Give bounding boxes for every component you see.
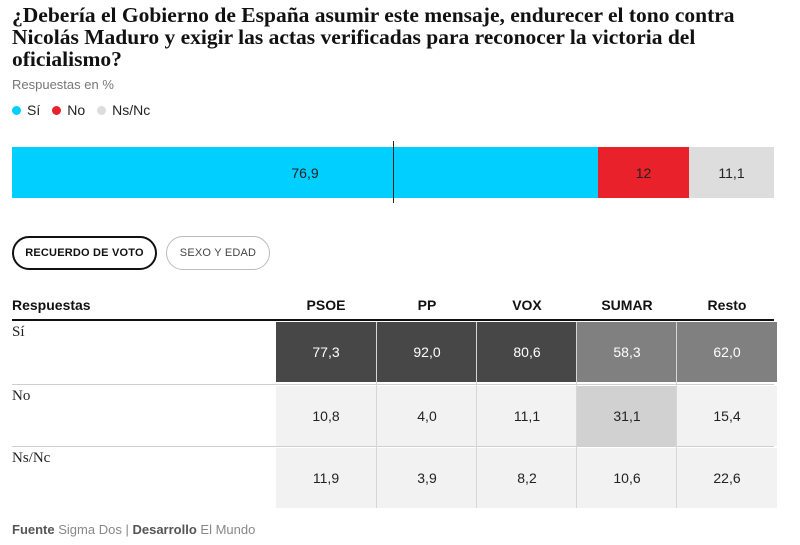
cell-si-sumar: 58,3 xyxy=(577,322,677,382)
cell-si-pp: 92,0 xyxy=(377,322,477,382)
cell-nsnc-pp: 3,9 xyxy=(377,448,477,508)
legend-dot-nsnc xyxy=(97,105,107,115)
bar-segment-no: 12 xyxy=(598,147,689,198)
header-psoe: PSOE xyxy=(306,297,346,313)
footer-separator: | xyxy=(125,522,129,537)
column-separator xyxy=(576,322,577,508)
cell-nsnc-resto: 22,6 xyxy=(677,448,777,508)
legend: Sí No Ns/Nc xyxy=(12,102,162,118)
cell-nsnc-sumar: 10,6 xyxy=(577,448,677,508)
legend-dot-no xyxy=(52,105,62,115)
chart-title: ¿Debería el Gobierno de España asumir es… xyxy=(12,3,735,71)
column-separator xyxy=(476,322,477,508)
header-vox: VOX xyxy=(512,297,542,313)
cell-no-vox: 11,1 xyxy=(477,386,577,446)
legend-dot-si xyxy=(12,105,21,115)
tab-recuerdo-de-voto[interactable]: RECUERDO DE VOTO xyxy=(12,236,157,270)
header-resto: Resto xyxy=(707,297,747,313)
footer-source-label: Fuente xyxy=(12,522,55,537)
cell-no-pp: 4,0 xyxy=(377,386,477,446)
legend-label-nsnc: Ns/Nc xyxy=(112,102,151,118)
row-label-nsnc: Ns/Nc xyxy=(12,450,51,466)
cell-nsnc-psoe: 11,9 xyxy=(276,448,376,508)
table-header-divider xyxy=(12,319,774,321)
row-separator xyxy=(12,384,774,385)
footer-dev-label: Desarrollo xyxy=(132,522,197,537)
footer-source: Sigma Dos xyxy=(58,522,122,537)
column-separator xyxy=(676,322,677,508)
legend-label-si: Sí xyxy=(27,102,41,118)
tab-sexo-y-edad[interactable]: SEXO Y EDAD xyxy=(166,236,270,270)
legend-item-nsnc: Ns/Nc xyxy=(97,102,150,118)
bar-segment-nsnc: 11,1 xyxy=(689,147,774,198)
cell-no-psoe: 10,8 xyxy=(276,386,376,446)
row-separator xyxy=(12,446,774,447)
footer: Fuente Sigma Dos | Desarrollo El Mundo xyxy=(12,522,255,537)
header-respuestas: Respuestas xyxy=(12,297,91,313)
legend-label-no: No xyxy=(67,102,86,118)
legend-item-no: No xyxy=(52,102,85,118)
fifty-percent-line xyxy=(393,141,394,203)
header-sumar: SUMAR xyxy=(601,297,653,313)
header-pp: PP xyxy=(417,297,437,313)
legend-item-si: Sí xyxy=(12,102,40,118)
stacked-bar: 76,9 12 11,1 xyxy=(12,147,774,198)
footer-dev: El Mundo xyxy=(200,522,256,537)
row-label-si: Sí xyxy=(12,324,25,340)
cell-si-vox: 80,6 xyxy=(477,322,577,382)
cell-no-sumar: 31,1 xyxy=(577,386,677,446)
cell-no-resto: 15,4 xyxy=(677,386,777,446)
bar-segment-si: 76,9 xyxy=(12,147,598,198)
row-label-no: No xyxy=(12,388,31,404)
cell-si-resto: 62,0 xyxy=(677,322,777,382)
column-separator xyxy=(376,322,377,508)
cell-nsnc-vox: 8,2 xyxy=(477,448,577,508)
chart-subtitle: Respuestas en % xyxy=(12,77,114,92)
cell-si-psoe: 77,3 xyxy=(276,322,376,382)
